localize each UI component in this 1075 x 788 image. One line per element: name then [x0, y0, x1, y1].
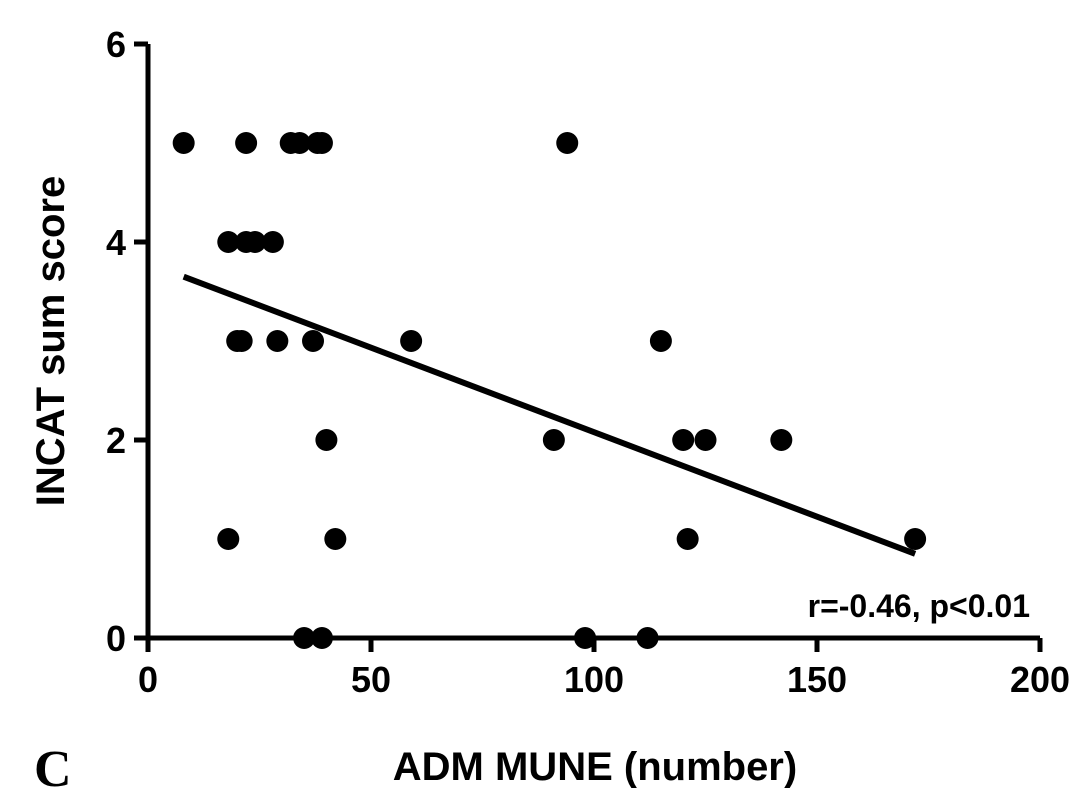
panel-label: C: [34, 741, 72, 788]
data-point: [324, 528, 347, 550]
data-point: [694, 429, 717, 451]
data-point: [310, 627, 333, 649]
axes: 0 50 100 150 200 0 2 4 6: [106, 24, 1070, 700]
data-point: [542, 429, 565, 451]
data-point: [288, 132, 311, 154]
y-tick-label: 4: [106, 222, 126, 263]
regression-line: [182, 273, 917, 557]
data-point: [172, 132, 195, 154]
data-point: [770, 429, 793, 451]
y-axis-title: INCAT sum score: [29, 176, 73, 506]
y-tick-label: 0: [106, 618, 126, 659]
data-point: [293, 627, 316, 649]
data-point: [556, 132, 579, 154]
data-points: [172, 132, 927, 649]
data-point: [302, 330, 325, 352]
data-point: [235, 132, 258, 154]
data-point: [230, 330, 253, 352]
correlation-annotation: r=-0.46, p<0.01: [808, 588, 1030, 624]
x-tick-label: 0: [138, 659, 158, 700]
x-tick-label: 200: [1010, 659, 1070, 700]
data-point: [904, 528, 927, 550]
regression-line-group: [182, 273, 917, 557]
data-point: [400, 330, 423, 352]
data-point: [636, 627, 659, 649]
x-tick-label: 150: [787, 659, 847, 700]
x-axis-title: ADM MUNE (number): [393, 745, 797, 788]
data-point: [315, 429, 338, 451]
data-point: [649, 330, 672, 352]
data-point: [310, 132, 333, 154]
data-point: [676, 528, 699, 550]
data-point: [244, 231, 267, 253]
y-tick-label: 2: [106, 420, 126, 461]
data-point: [574, 627, 597, 649]
x-tick-label: 100: [564, 659, 624, 700]
data-point: [217, 528, 240, 550]
data-point: [261, 231, 284, 253]
data-point: [672, 429, 695, 451]
data-point: [217, 231, 240, 253]
y-tick-label: 6: [106, 24, 126, 65]
data-point: [266, 330, 289, 352]
x-tick-label: 50: [351, 659, 391, 700]
